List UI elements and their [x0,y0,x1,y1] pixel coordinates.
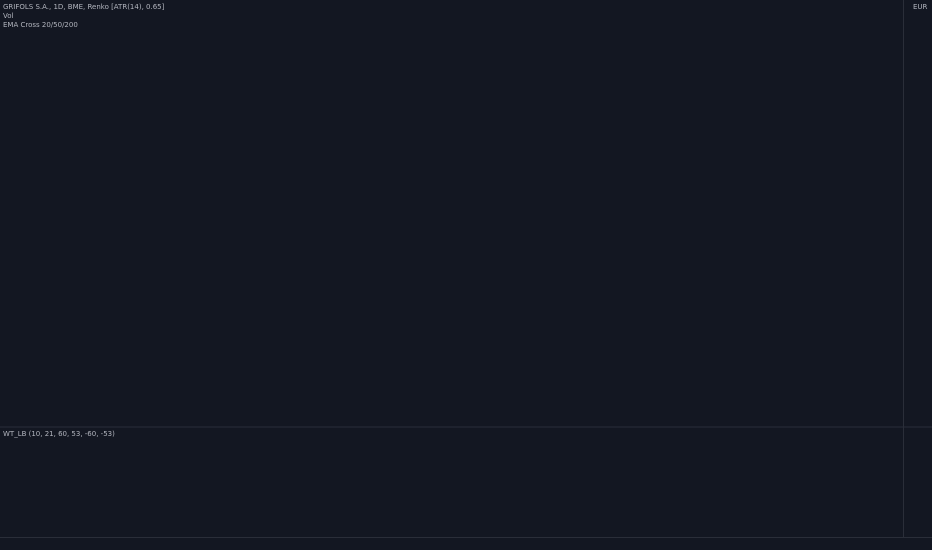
currency: EUR [913,3,928,11]
indicator-label: EMA Cross 20/50/200 [3,21,78,29]
chart-title: GRIFOLS S.A., 1D, BME, Renko [ATR(14), 0… [3,3,165,11]
oscillator-label: WT_LB (10, 21, 60, 53, -60, -53) [3,430,115,438]
volume-label: Vol [3,12,14,20]
